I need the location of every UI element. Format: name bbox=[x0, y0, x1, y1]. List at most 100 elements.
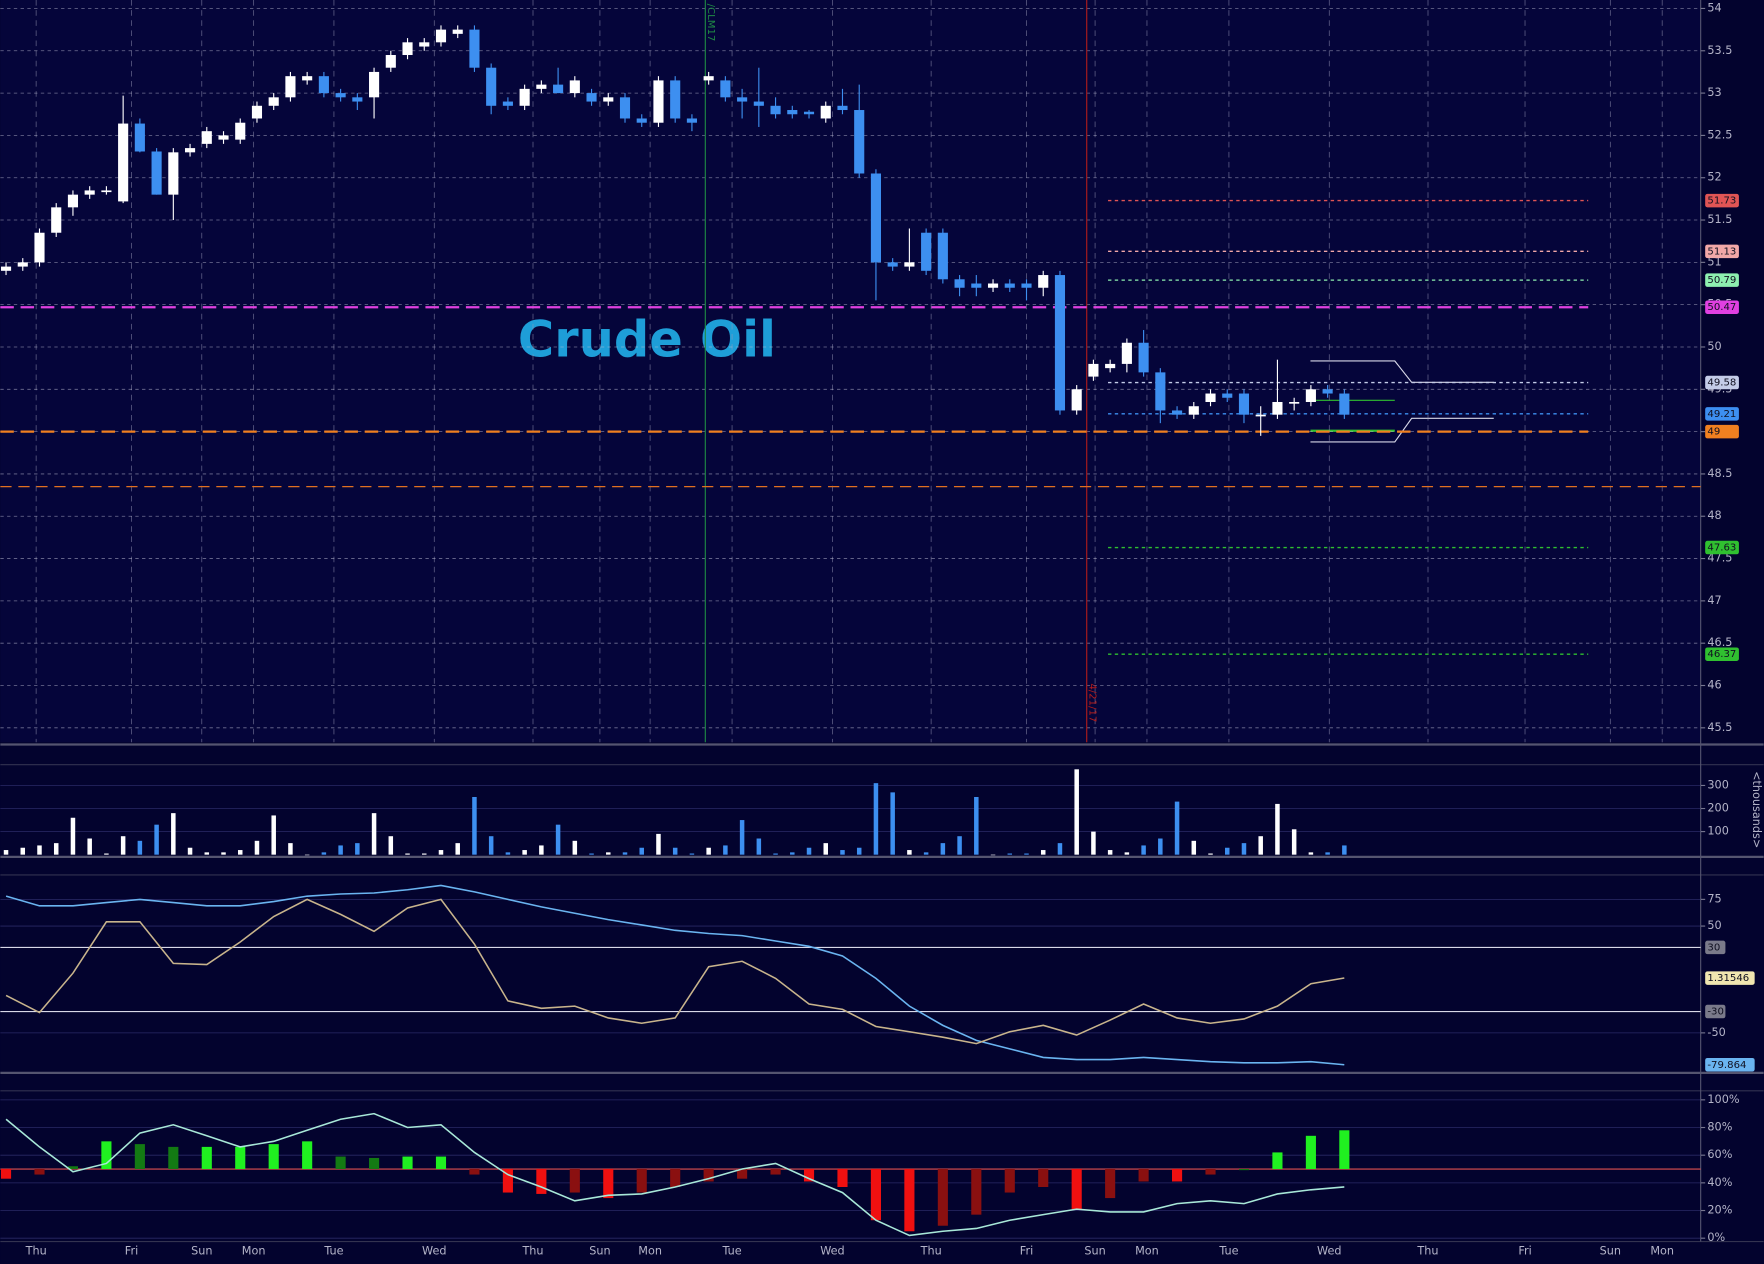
volume-bar bbox=[1024, 853, 1029, 855]
value-tag bbox=[1705, 971, 1755, 985]
volume-bar bbox=[656, 833, 661, 855]
event-label: /CLM17 bbox=[705, 4, 716, 42]
candle-body bbox=[753, 101, 764, 106]
y-tick-label: 52.5 bbox=[1707, 128, 1732, 141]
price-tag bbox=[1705, 244, 1739, 259]
candle-body bbox=[385, 55, 396, 68]
volume-bar bbox=[1124, 852, 1130, 855]
candle-body bbox=[486, 67, 497, 106]
y-tick-label: 45.5 bbox=[1707, 721, 1732, 734]
volume-bar bbox=[1241, 843, 1247, 855]
candle-body bbox=[118, 123, 129, 202]
candle-body bbox=[251, 105, 263, 119]
volume-bar bbox=[1208, 853, 1213, 855]
volume-bar bbox=[689, 853, 695, 855]
band-tag bbox=[1705, 940, 1726, 955]
candle-body bbox=[502, 101, 513, 106]
candle-body bbox=[1238, 393, 1250, 415]
x-tick-label: Wed bbox=[1317, 1245, 1342, 1258]
candle-body bbox=[151, 151, 162, 195]
volume-bar bbox=[1057, 843, 1063, 855]
x-tick-label: Thu bbox=[920, 1245, 942, 1258]
volume-bar bbox=[1007, 853, 1013, 855]
volume-bar bbox=[204, 852, 210, 855]
x-tick-label: Mon bbox=[1135, 1245, 1159, 1258]
histogram-bar bbox=[1004, 1169, 1015, 1193]
histogram-bar bbox=[101, 1141, 112, 1170]
price-tag-label: 47.63 bbox=[1707, 543, 1736, 554]
candle-body bbox=[569, 80, 580, 94]
volume-bar bbox=[1291, 829, 1297, 855]
y-tick-label: 48.5 bbox=[1707, 467, 1732, 480]
candle-body bbox=[1138, 342, 1149, 373]
y-tick-label: 47.5 bbox=[1707, 552, 1732, 565]
volume-bar bbox=[438, 850, 444, 855]
band-tag bbox=[1705, 1004, 1726, 1019]
candle-body bbox=[670, 80, 681, 119]
volume-bar bbox=[522, 850, 527, 855]
volume-bar bbox=[823, 843, 829, 855]
candle-body bbox=[536, 84, 547, 89]
band-tag-label: -30 bbox=[1707, 1007, 1724, 1018]
volume-bar bbox=[1174, 801, 1180, 855]
histogram-bar bbox=[402, 1156, 413, 1170]
volume-bar bbox=[87, 838, 92, 855]
volume-bar bbox=[940, 843, 946, 855]
candle-body bbox=[67, 194, 79, 208]
histogram-bar bbox=[904, 1169, 915, 1232]
volume-bar bbox=[70, 817, 76, 855]
volume-bar bbox=[723, 845, 728, 855]
volume-bar bbox=[254, 840, 260, 855]
candle-body bbox=[1305, 389, 1316, 402]
candle-body bbox=[820, 105, 831, 119]
volume-bar bbox=[505, 852, 511, 855]
candle-body bbox=[469, 29, 480, 68]
price-tag-label: 46.37 bbox=[1707, 649, 1736, 660]
histogram-bar bbox=[0, 1169, 12, 1179]
volume-bar bbox=[321, 852, 327, 855]
projection-line bbox=[1310, 417, 1494, 443]
x-tick-label: Mon bbox=[242, 1245, 266, 1258]
volume-bar bbox=[923, 852, 929, 855]
x-tick-label: Fri bbox=[125, 1245, 138, 1258]
volume-bar bbox=[171, 813, 176, 855]
candle-body bbox=[720, 80, 731, 98]
volume-bar bbox=[1141, 845, 1146, 855]
candle-body bbox=[201, 131, 212, 144]
y-tick-label: 46.5 bbox=[1707, 636, 1732, 649]
volume-bar bbox=[1091, 831, 1096, 855]
price-tag-label: 50.79 bbox=[1707, 275, 1736, 286]
candle-body bbox=[586, 93, 597, 102]
candle-body bbox=[770, 105, 781, 115]
volume-bar bbox=[455, 843, 460, 855]
histogram-bar bbox=[603, 1169, 614, 1199]
candle-body bbox=[737, 97, 748, 102]
value-tag bbox=[1705, 1058, 1755, 1072]
y-tick-label: 53.5 bbox=[1707, 44, 1732, 57]
chart-title: Crude Oil bbox=[518, 310, 776, 368]
y-tick-label: 100 bbox=[1707, 825, 1728, 838]
volume-bar bbox=[773, 853, 778, 855]
price-tag bbox=[1705, 300, 1739, 314]
y-tick-label: 75 bbox=[1707, 892, 1721, 905]
candle-body bbox=[1172, 410, 1183, 415]
candle-body bbox=[803, 111, 815, 115]
histogram-bar bbox=[1305, 1135, 1316, 1170]
x-tick-label: Mon bbox=[638, 1245, 662, 1258]
histogram-bar bbox=[737, 1169, 748, 1179]
volume-bar bbox=[873, 783, 879, 855]
histogram-bar bbox=[536, 1169, 547, 1194]
y-tick-label: 51.5 bbox=[1707, 213, 1732, 226]
volume-bar bbox=[405, 853, 410, 855]
value-tag-label: -79.864 bbox=[1707, 1060, 1746, 1071]
histogram-bar bbox=[235, 1146, 246, 1170]
price-tag-label: 51.13 bbox=[1707, 246, 1736, 257]
volume-bar bbox=[1040, 850, 1046, 855]
volume-bar bbox=[706, 847, 711, 855]
y-tick-label: 48 bbox=[1707, 509, 1721, 522]
price-tag bbox=[1705, 375, 1739, 390]
histogram-bar bbox=[1105, 1169, 1116, 1199]
x-tick-label: Sun bbox=[191, 1245, 212, 1258]
candle-body bbox=[837, 105, 848, 111]
